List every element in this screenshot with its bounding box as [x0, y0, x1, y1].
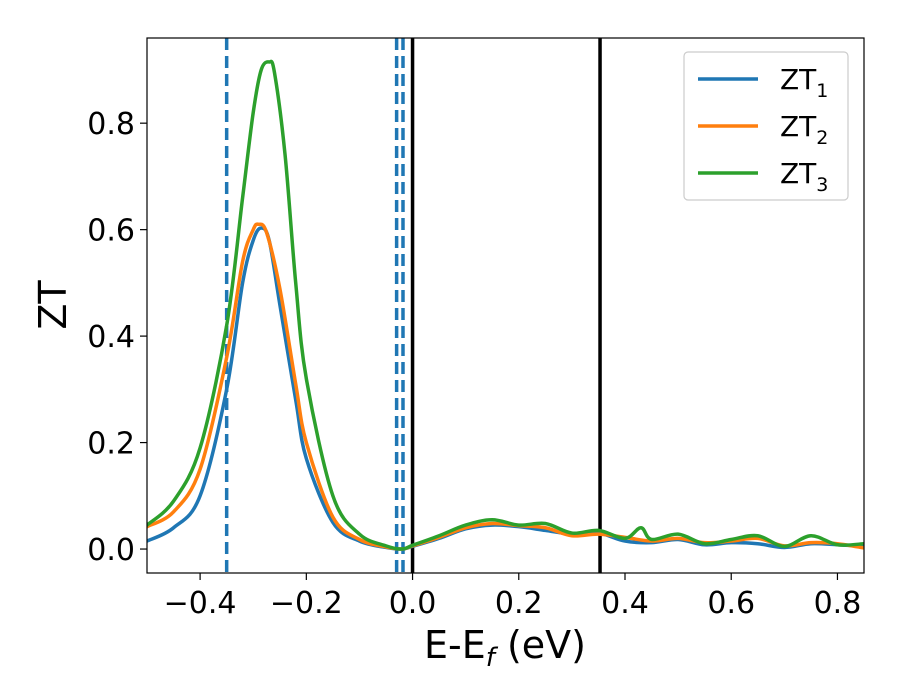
legend-label-3: ZT3: [780, 157, 828, 196]
y-tick-label: 0.6: [87, 214, 135, 249]
series-line-2: [147, 222, 864, 551]
y-axis: 0.0 0.2 0.4 0.6 0.8: [87, 107, 147, 568]
series-lines: [147, 59, 864, 551]
x-tick-label: 0.8: [814, 586, 862, 621]
legend-label-1: ZT1: [780, 63, 828, 102]
series-line-1: [147, 226, 864, 551]
series-line-3: [147, 59, 864, 551]
legend-box: [683, 51, 849, 201]
x-tick-label: 0.0: [389, 586, 437, 621]
x-tick-label: −0.4: [164, 586, 237, 621]
y-tick-label: 0.2: [87, 427, 135, 462]
legend: ZT1 ZT2 ZT3: [683, 51, 849, 201]
y-tick-label: 0.4: [87, 320, 135, 355]
x-tick-label: 0.6: [707, 586, 755, 621]
x-axis: −0.4 −0.2 0.0 0.2 0.4 0.6 0.8: [164, 573, 862, 621]
y-axis-label: ZT: [31, 280, 75, 330]
y-tick-label: 0.0: [87, 533, 135, 568]
x-tick-label: −0.2: [270, 586, 343, 621]
y-tick-label: 0.8: [87, 107, 135, 142]
x-tick-label: 0.2: [495, 586, 543, 621]
reference-lines: [224, 38, 602, 573]
legend-label-2: ZT2: [780, 110, 828, 149]
x-tick-label: 0.4: [601, 586, 649, 621]
plot-frame: [146, 37, 865, 574]
x-axis-label: E-Ef (eV): [424, 623, 586, 673]
